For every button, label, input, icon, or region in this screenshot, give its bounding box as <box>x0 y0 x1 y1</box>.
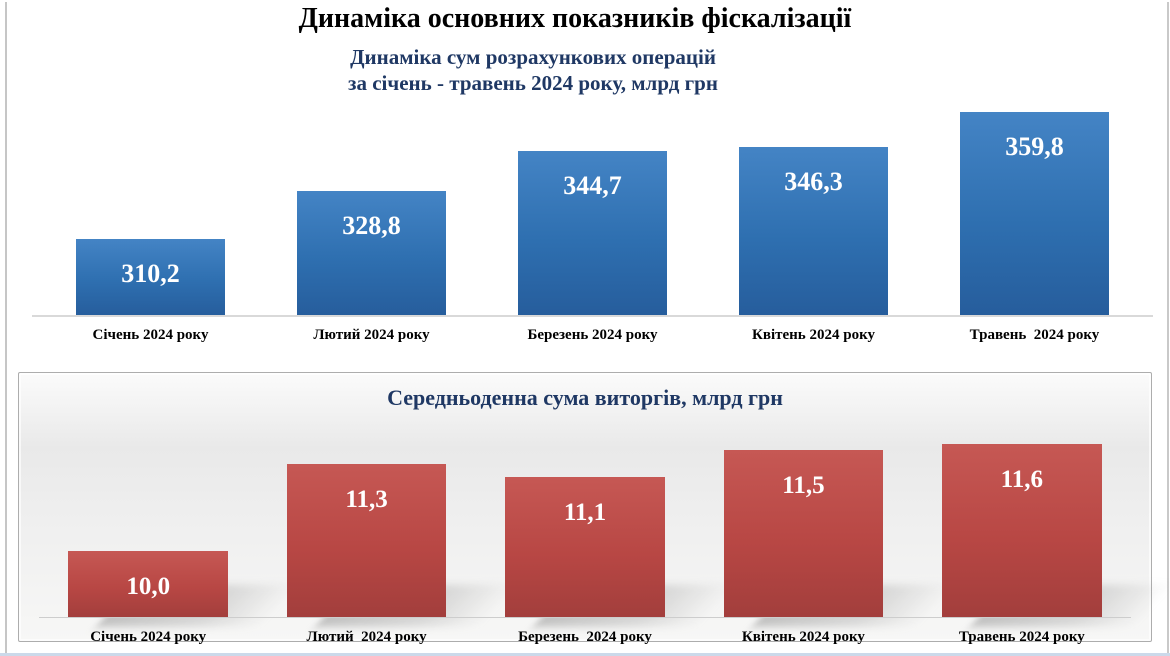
category-label: Січень 2024 року <box>90 629 207 645</box>
bar-value-label: 328,8 <box>342 211 401 240</box>
bar-column: 11,1 Березень 2024 року <box>476 417 694 646</box>
bar-column: 359,8 Травень 2024 року <box>924 86 1145 344</box>
bar: 310,2 <box>76 239 225 316</box>
x-axis-line <box>32 315 1153 317</box>
bar-columns: 10,0 Січень 2024 року 11,3 Лютий 2024 року 1… <box>39 417 1131 646</box>
bar-area: 359,8 <box>924 86 1145 316</box>
bar: 10,0 <box>68 551 228 618</box>
category-label: Квітень 2024 року <box>751 327 876 343</box>
bar-column: 10,0 Січень 2024 року <box>39 417 257 646</box>
bar-value-label: 11,1 <box>563 499 607 526</box>
top-chart-title: Динаміка сум розрахункових операцій за с… <box>0 44 1118 96</box>
bar-area: 11,1 <box>476 417 694 618</box>
category-label: Квітень 2024 року <box>741 629 865 645</box>
category-label: Травень 2024 року <box>958 629 1085 645</box>
bar-column: 346,3 Квітень 2024 року <box>703 86 924 344</box>
page-title: Динаміка основних показників фіскалізаці… <box>298 3 852 34</box>
bar-value-label: 346,3 <box>784 167 843 196</box>
category-label: Лютий 2024 року <box>306 629 427 645</box>
bar-column: 11,3 Лютий 2024 року <box>257 417 475 646</box>
bar-value-label: 11,6 <box>1000 466 1043 493</box>
right-frame-line <box>1167 2 1169 656</box>
bar-column: 328,8 Лютий 2024 року <box>261 86 482 344</box>
bar: 11,1 <box>505 477 665 618</box>
bar: 346,3 <box>739 147 888 316</box>
bar-area: 346,3 <box>703 86 924 316</box>
bar-value-label: 11,5 <box>782 472 825 499</box>
bar-area: 11,6 <box>913 417 1131 618</box>
category-label: Січень 2024 року <box>92 327 209 343</box>
category-label: Березень 2024 року <box>527 327 658 343</box>
bar-column: 11,6 Травень 2024 року <box>913 417 1131 646</box>
settlement-operations-bar-chart: 310,2 Січень 2024 року 328,8 Лютий 2024 рок… <box>32 86 1153 344</box>
bar-columns: 310,2 Січень 2024 року 328,8 Лютий 2024 рок… <box>40 86 1145 344</box>
top-chart-title-line2: за січень - травень 2024 року, млрд грн <box>348 71 718 95</box>
category-label: Лютий 2024 року <box>313 327 430 343</box>
bar: 359,8 <box>960 112 1109 316</box>
bar: 11,5 <box>723 450 884 618</box>
bar: 11,3 <box>286 464 447 618</box>
bar-column: 11,5 Квітень 2024 року <box>694 417 912 646</box>
bottom-chart-title: Середньоденна сума виторгів, млрд грн <box>387 385 783 410</box>
bar-area: 11,3 <box>257 417 475 618</box>
bar-area: 310,2 <box>40 86 261 316</box>
category-label: Травень 2024 року <box>969 327 1100 343</box>
bar-column: 310,2 Січень 2024 року <box>40 86 261 344</box>
bar-area: 11,5 <box>694 417 912 618</box>
top-chart-title-line1: Динаміка сум розрахункових операцій <box>350 45 716 69</box>
bar: 11,6 <box>942 444 1102 618</box>
bar-value-label: 344,7 <box>563 171 622 200</box>
bar-value-label: 310,2 <box>121 259 180 288</box>
bar: 344,7 <box>518 151 667 316</box>
category-label: Березень 2024 року <box>518 629 652 645</box>
bar: 328,8 <box>297 191 446 316</box>
x-axis-line <box>39 617 1131 618</box>
bar-area: 344,7 <box>482 86 703 316</box>
bar-value-label: 359,8 <box>1005 132 1064 161</box>
bottom-chart-panel: Середньоденна сума виторгів, млрд грн 10… <box>18 372 1152 645</box>
bar-value-label: 11,3 <box>345 486 388 513</box>
bar-area: 328,8 <box>261 86 482 316</box>
bar-area: 10,0 <box>39 417 257 618</box>
left-frame-line <box>5 2 7 656</box>
top-chart-section: Динаміка сум розрахункових операцій за с… <box>0 44 1170 344</box>
bar-value-label: 10,0 <box>126 573 171 600</box>
daily-revenue-bar-chart: 10,0 Січень 2024 року 11,3 Лютий 2024 року 1… <box>39 417 1131 646</box>
bar-column: 344,7 Березень 2024 року <box>482 86 703 344</box>
